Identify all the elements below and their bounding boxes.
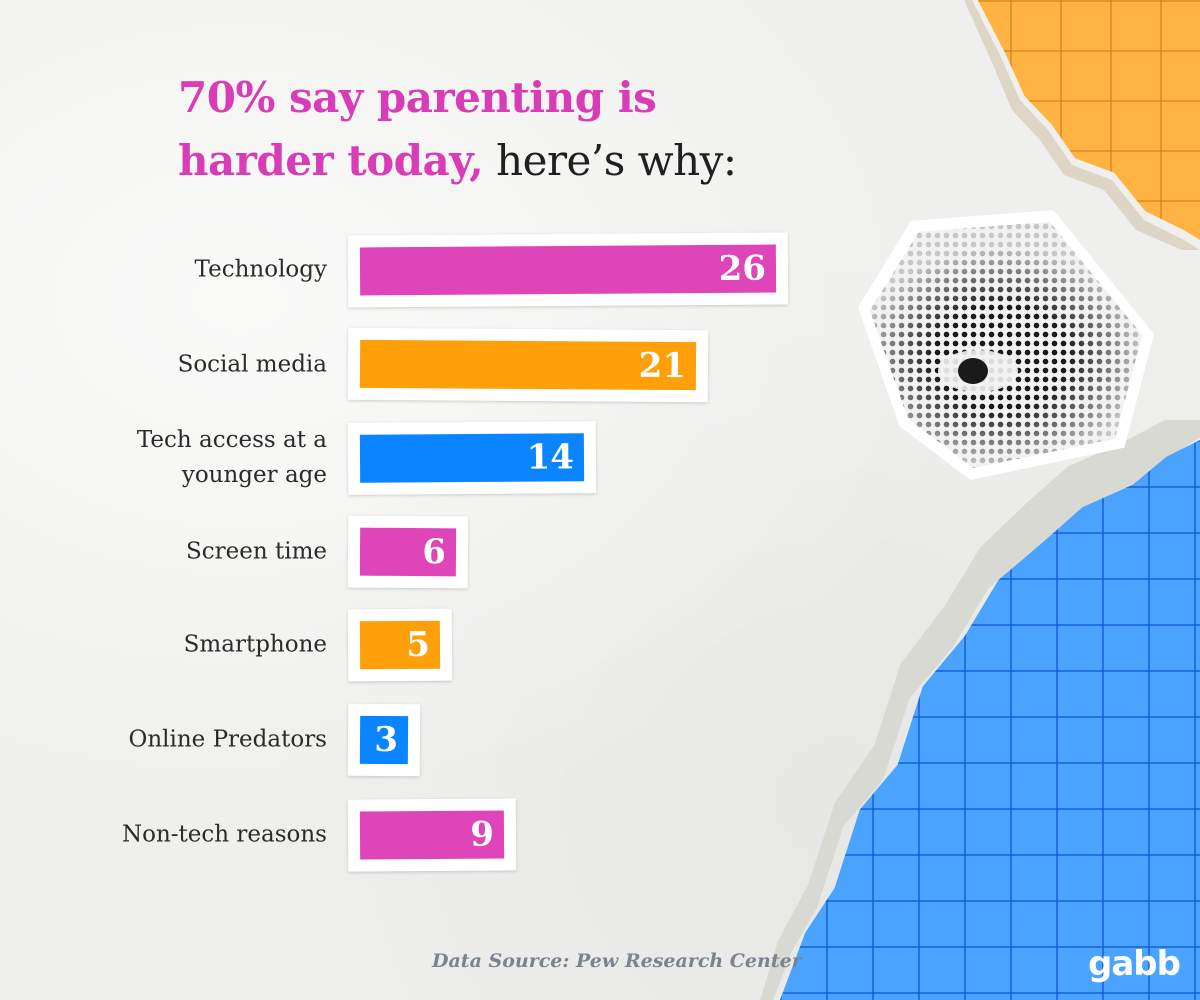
data-label: 6 (422, 532, 447, 573)
bar-frame: 5 (347, 608, 453, 682)
category-label-line: Social media (177, 351, 327, 378)
data-label: 14 (526, 437, 575, 478)
bar: 9 (359, 810, 505, 860)
bar-row: Social media 21 (0, 325, 1200, 405)
category-label-line: Technology (194, 256, 327, 283)
bar: 14 (359, 433, 585, 483)
bar: 5 (359, 620, 441, 670)
category-label: Technology (7, 253, 327, 288)
category-label-line: Tech access at a (136, 427, 327, 453)
bar-frame: 21 (347, 327, 709, 403)
bar-row: Screen time 6 (0, 512, 1200, 592)
title-rest: here’s why: (483, 136, 737, 185)
category-label: Non-tech reasons (7, 818, 327, 853)
bar-row: Online Predators 3 (0, 700, 1200, 780)
category-label: Online Predators (7, 723, 327, 758)
data-label: 21 (638, 345, 687, 387)
bar-row: Tech access at a younger age 14 (0, 418, 1200, 498)
category-label-line: Smartphone (183, 631, 327, 658)
category-label-line: Non-tech reasons (121, 821, 327, 848)
bar-frame: 9 (347, 798, 517, 872)
category-label: Screen time (7, 535, 327, 570)
data-label: 5 (406, 624, 431, 665)
bar-row: Technology 26 (0, 230, 1200, 310)
bar-row: Non-tech reasons 9 (0, 795, 1200, 875)
data-label: 9 (470, 814, 495, 855)
category-label: Smartphone (7, 628, 327, 663)
data-label: 26 (718, 248, 767, 289)
bar: 21 (359, 339, 697, 391)
bar-row: Smartphone 5 (0, 605, 1200, 685)
bar-frame: 26 (347, 232, 789, 308)
bar-frame: 3 (347, 703, 421, 777)
gabb-logo: gabb (1088, 944, 1181, 984)
bar: 26 (359, 244, 777, 296)
bar-frame: 6 (347, 515, 469, 589)
category-label-line: Screen time (186, 538, 327, 565)
category-label: Tech access at a younger age (7, 423, 327, 493)
category-label-line: younger age (181, 462, 327, 488)
title-highlight-line1: 70% say parenting is (178, 73, 657, 122)
category-label-line: Online Predators (128, 726, 327, 753)
data-label: 3 (374, 719, 399, 761)
title-highlight-line2: harder today, (178, 136, 484, 185)
category-label: Social media (7, 348, 327, 383)
bar-frame: 14 (347, 421, 597, 495)
data-source: Data Source: Pew Research Center (432, 950, 802, 972)
chart-title: 70% say parenting is harder today, here’… (178, 66, 818, 192)
bar: 3 (359, 715, 409, 765)
bar: 6 (359, 527, 457, 577)
